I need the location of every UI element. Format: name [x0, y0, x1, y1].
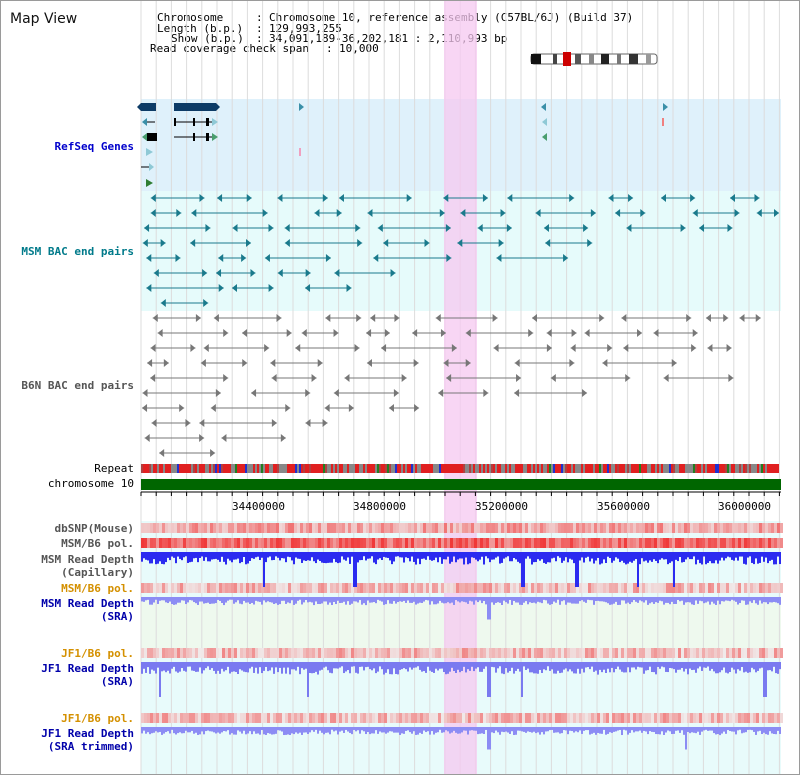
jf1-b6-pol-label-1: JF1/B6 pol.: [61, 647, 134, 660]
b6n-bac-label: B6N BAC end pairs: [21, 379, 134, 392]
selected-region-highlight[interactable]: [444, 1, 477, 774]
jf1-b6-pol-label-2: JF1/B6 pol.: [61, 712, 134, 725]
axis-tick-label: 34800000: [353, 500, 406, 513]
axis-tick-label: 34400000: [232, 500, 285, 513]
length-key: Length (b.p.): [157, 22, 244, 35]
refseq-gene-glyphs[interactable]: [137, 103, 668, 187]
axis-tick-label: 35600000: [597, 500, 650, 513]
msm-b6-pol-label-2: MSM/B6 pol.: [61, 582, 134, 595]
dbsnp-label: dbSNP(Mouse): [54, 522, 134, 535]
show-sep: :: [256, 32, 263, 45]
axis-tick-label: 35200000: [475, 500, 528, 513]
msm-depth-sra-label-1: MSM Read Depth: [41, 597, 134, 610]
read-depth-tracks[interactable]: [141, 552, 781, 750]
chromosome-bar[interactable]: [141, 479, 781, 490]
chromosome-ideogram[interactable]: [530, 52, 658, 66]
page-title: Map View: [10, 11, 78, 27]
jf1-depth-trim-label-2: (SRA trimmed): [47, 740, 134, 753]
coverage-key: Read coverage check span: [150, 42, 309, 55]
chromosome-key: Chromosome: [157, 11, 224, 24]
msm-bac-label: MSM BAC end pairs: [21, 245, 134, 258]
jf1-depth-trim-label-1: JF1 Read Depth: [41, 727, 134, 740]
length-sep: :: [256, 22, 263, 35]
show-key: Show (b.p.): [171, 32, 244, 45]
coverage-value: 10,000: [339, 42, 379, 55]
polymorphism-heat-tracks[interactable]: [141, 523, 783, 723]
coverage-sep: :: [326, 42, 333, 55]
msm-bac-end-pairs[interactable]: [142, 194, 779, 307]
b6n-bac-end-pairs[interactable]: [142, 314, 761, 457]
axis-tick-label: 36000000: [718, 500, 771, 513]
chromosome-label: chromosome 10: [47, 477, 134, 490]
repeat-label: Repeat: [94, 462, 134, 475]
refseq-genes-label: RefSeq Genes: [54, 140, 134, 153]
jf1-depth-sra-label-1: JF1 Read Depth: [41, 662, 134, 675]
length-value: 129,993,255: [269, 22, 342, 35]
msm-depth-sra-label-2: (SRA): [100, 610, 134, 623]
msm-depth-capillary-label-2: (Capillary): [61, 566, 134, 579]
position-axis: [140, 491, 781, 496]
repeat-track[interactable]: [141, 464, 779, 473]
jf1-depth-sra-label-2: (SRA): [100, 675, 134, 688]
msm-b6-pol-label-1: MSM/B6 pol.: [61, 537, 134, 550]
chromosome-sep: :: [256, 11, 263, 24]
msm-depth-capillary-label-1: MSM Read Depth: [41, 553, 134, 566]
